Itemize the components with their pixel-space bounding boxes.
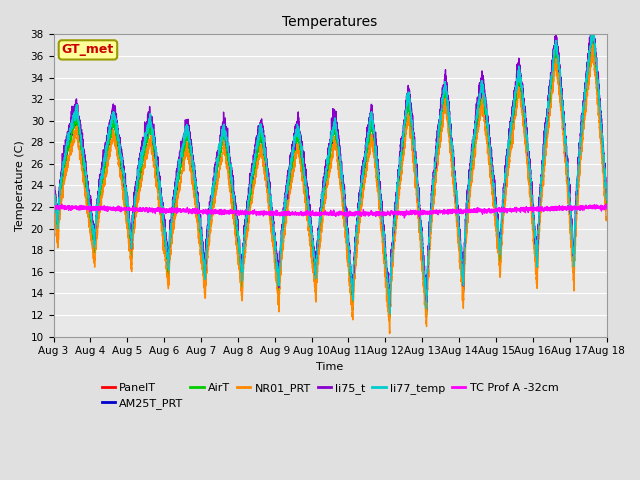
AirT (424, 275, 431, 280)
li75_t (603, 194, 611, 200)
PanelT (454, 220, 462, 226)
TC Prof A -32cm (603, 205, 611, 211)
TC Prof A -32cm (149, 208, 157, 214)
TC Prof A -32cm (602, 201, 610, 207)
AirT (602, 201, 610, 207)
li75_t (588, 21, 596, 26)
X-axis label: Time: Time (316, 362, 344, 372)
NR01_PRT (602, 216, 610, 222)
NR01_PRT (486, 160, 493, 166)
NR01_PRT (424, 285, 431, 291)
AM25T_PRT (386, 313, 394, 319)
NR01_PRT (454, 239, 462, 244)
PanelT (386, 310, 394, 316)
TC Prof A -32cm (50, 205, 58, 211)
NR01_PRT (310, 268, 317, 274)
AirT (149, 139, 157, 144)
li75_t (310, 238, 317, 243)
NR01_PRT (50, 211, 58, 216)
li75_t (602, 187, 610, 192)
TC Prof A -32cm (310, 211, 317, 216)
Title: Temperatures: Temperatures (282, 15, 378, 29)
AirT (486, 144, 493, 149)
li77_temp (310, 248, 317, 253)
TC Prof A -32cm (401, 215, 408, 221)
li77_temp (603, 197, 611, 203)
AirT (386, 315, 394, 321)
li75_t (424, 268, 431, 274)
PanelT (603, 203, 611, 208)
PanelT (310, 255, 317, 261)
NR01_PRT (589, 41, 596, 47)
AirT (50, 192, 58, 197)
AirT (310, 258, 317, 264)
li75_t (50, 170, 58, 176)
PanelT (589, 30, 596, 36)
AM25T_PRT (310, 255, 317, 261)
li77_temp (50, 184, 58, 190)
li75_t (454, 211, 462, 216)
PanelT (424, 271, 431, 277)
Line: AirT: AirT (54, 37, 607, 318)
AM25T_PRT (424, 273, 431, 279)
TC Prof A -32cm (454, 209, 462, 215)
PanelT (486, 145, 493, 151)
AM25T_PRT (603, 203, 611, 208)
AM25T_PRT (149, 141, 157, 147)
li77_temp (602, 186, 610, 192)
Line: li75_t: li75_t (54, 24, 607, 311)
AirT (454, 225, 462, 230)
AM25T_PRT (486, 149, 493, 155)
NR01_PRT (149, 152, 157, 157)
li77_temp (486, 140, 493, 146)
NR01_PRT (386, 331, 394, 336)
AirT (603, 205, 611, 211)
li75_t (486, 142, 493, 147)
Legend: PanelT, AM25T_PRT, AirT, NR01_PRT, li75_t, li77_temp, TC Prof A -32cm: PanelT, AM25T_PRT, AirT, NR01_PRT, li75_… (97, 378, 563, 414)
AM25T_PRT (589, 32, 596, 38)
li77_temp (424, 265, 431, 271)
AM25T_PRT (50, 186, 58, 192)
PanelT (602, 196, 610, 202)
Text: GT_met: GT_met (62, 43, 114, 56)
Line: TC Prof A -32cm: TC Prof A -32cm (54, 204, 607, 218)
li77_temp (588, 32, 596, 37)
li75_t (149, 131, 157, 136)
AM25T_PRT (454, 218, 462, 224)
Y-axis label: Temperature (C): Temperature (C) (15, 140, 25, 231)
NR01_PRT (603, 214, 611, 220)
AM25T_PRT (602, 199, 610, 205)
TC Prof A -32cm (486, 207, 493, 213)
Line: AM25T_PRT: AM25T_PRT (54, 35, 607, 316)
PanelT (50, 180, 58, 186)
Line: li77_temp: li77_temp (54, 35, 607, 313)
Line: PanelT: PanelT (54, 33, 607, 313)
PanelT (149, 137, 157, 143)
li77_temp (454, 209, 462, 215)
AirT (589, 34, 597, 40)
li75_t (386, 308, 394, 313)
TC Prof A -32cm (424, 209, 431, 215)
TC Prof A -32cm (602, 206, 610, 212)
li77_temp (149, 133, 157, 139)
Line: NR01_PRT: NR01_PRT (54, 44, 607, 334)
li77_temp (386, 311, 394, 316)
